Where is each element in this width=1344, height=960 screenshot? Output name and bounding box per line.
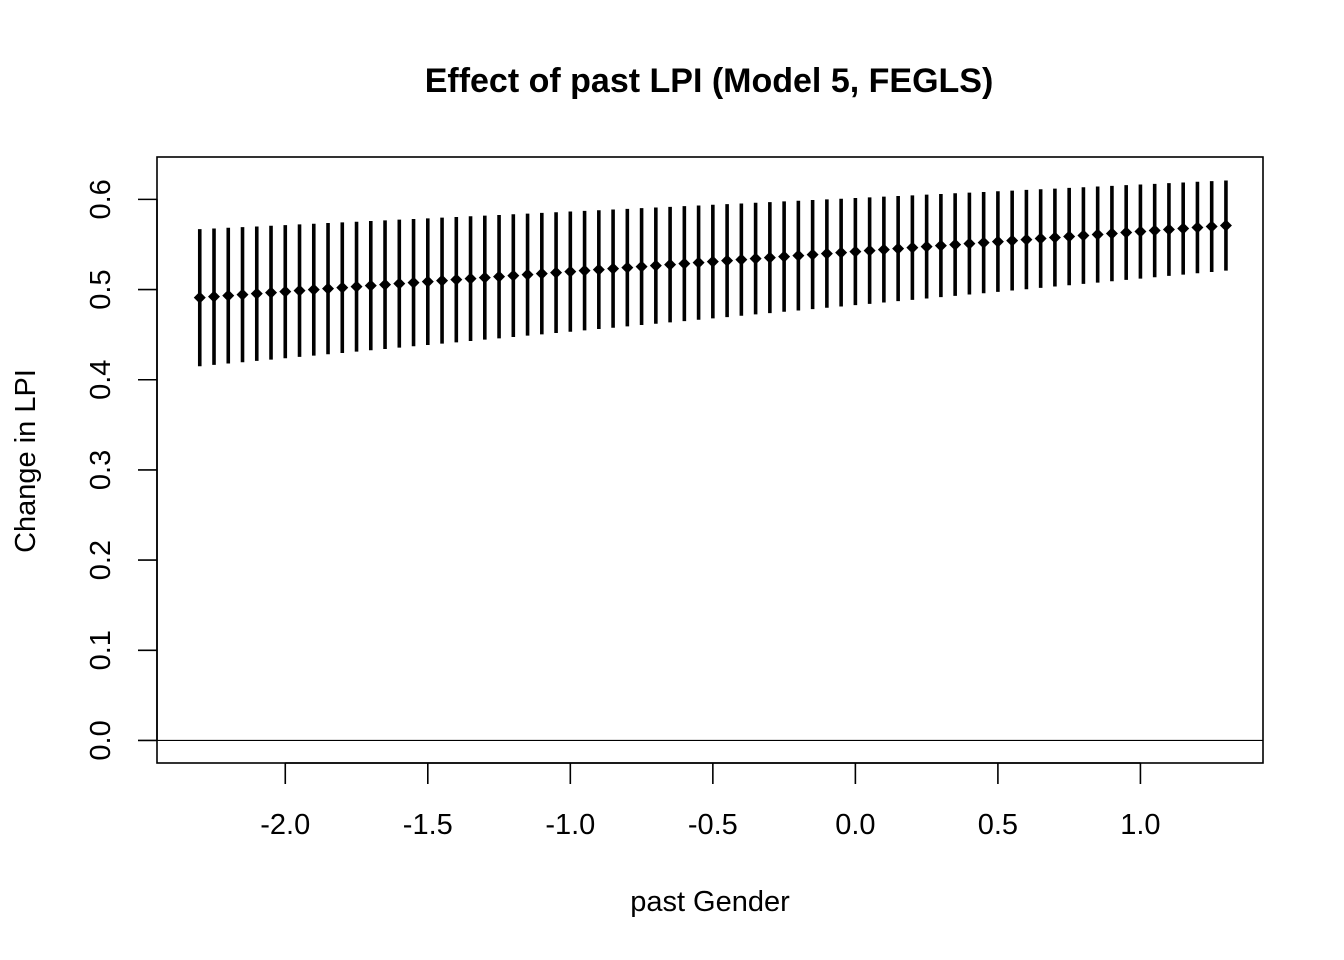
point-marker (535, 267, 548, 280)
point-marker (1048, 231, 1061, 244)
y-tick-label: 0.6 (85, 179, 117, 219)
point-marker (1091, 228, 1104, 241)
point-marker (649, 259, 662, 272)
point-marker (692, 256, 705, 269)
point-marker (521, 268, 534, 281)
y-tick-label: 0.0 (85, 720, 117, 760)
x-tick-label: -0.5 (688, 809, 738, 841)
point-marker (1205, 220, 1218, 233)
point-marker (1148, 224, 1161, 237)
point-marker (1191, 221, 1204, 234)
point-marker (706, 255, 719, 268)
point-marker (735, 253, 748, 266)
x-tick-label: -2.0 (260, 809, 310, 841)
point-marker (336, 281, 349, 294)
point-marker (592, 263, 605, 276)
point-marker (236, 288, 249, 301)
point-marker (721, 254, 734, 267)
point-marker (1034, 232, 1047, 245)
point-marker (863, 244, 876, 257)
point-marker (635, 260, 648, 273)
point-marker (208, 290, 221, 303)
point-marker (621, 261, 634, 274)
point-marker (293, 284, 306, 297)
y-tick-label: 0.5 (85, 269, 117, 309)
point-marker (507, 269, 520, 282)
point-marker (550, 266, 563, 279)
point-marker (877, 243, 890, 256)
y-axis-label: Change in LPI (10, 369, 42, 553)
point-marker (450, 273, 463, 286)
point-marker (393, 277, 406, 290)
point-marker (664, 258, 677, 271)
point-marker (749, 252, 762, 265)
point-marker (265, 286, 278, 299)
point-marker (193, 291, 206, 304)
point-marker (906, 241, 919, 254)
point-marker (578, 264, 591, 277)
point-marker (835, 246, 848, 259)
x-tick-label: -1.0 (545, 809, 595, 841)
point-marker (792, 249, 805, 262)
point-marker (977, 236, 990, 249)
y-tick-label: 0.4 (85, 360, 117, 400)
y-tick-label: 0.3 (85, 450, 117, 490)
point-marker (1006, 234, 1019, 247)
point-marker (934, 239, 947, 252)
point-marker (1063, 230, 1076, 243)
point-marker (307, 283, 320, 296)
point-marker (1077, 229, 1090, 242)
point-marker (464, 272, 477, 285)
x-tick-label: 1.0 (1120, 809, 1160, 841)
point-marker (1120, 226, 1133, 239)
point-marker (222, 289, 235, 302)
y-axis: 0.0 0.1 0.2 0.3 0.4 0.5 0.6 (85, 179, 158, 761)
point-marker (478, 271, 491, 284)
point-marker (991, 235, 1004, 248)
point-marker (849, 245, 862, 258)
point-marker (607, 262, 620, 275)
point-estimates (193, 219, 1232, 304)
point-marker (350, 280, 363, 293)
x-tick-label: 0.0 (835, 809, 875, 841)
y-tick-label: 0.2 (85, 540, 117, 580)
point-marker (379, 278, 392, 291)
point-marker (920, 240, 933, 253)
point-marker (949, 238, 962, 251)
point-marker (279, 285, 292, 298)
point-marker (778, 250, 791, 263)
point-marker (364, 279, 377, 292)
x-axis: -2.0 -1.5 -1.0 -0.5 0.0 0.5 1.0 (260, 762, 1161, 841)
point-marker (892, 242, 905, 255)
point-marker (1162, 223, 1175, 236)
x-tick-label: 0.5 (978, 809, 1018, 841)
point-marker (1134, 225, 1147, 238)
x-axis-label: past Gender (630, 886, 790, 918)
error-bars (197, 180, 1228, 367)
point-marker (820, 247, 833, 260)
point-marker (763, 251, 776, 264)
point-marker (250, 287, 263, 300)
chart-title: Effect of past LPI (Model 5, FEGLS) (425, 62, 994, 100)
point-marker (564, 265, 577, 278)
y-tick-label: 0.1 (85, 630, 117, 670)
point-marker (436, 274, 449, 287)
point-marker (421, 275, 434, 288)
point-marker (1219, 219, 1232, 232)
point-marker (678, 257, 691, 270)
point-marker (1105, 227, 1118, 240)
x-tick-label: -1.5 (403, 809, 453, 841)
point-marker (322, 282, 335, 295)
point-marker (1177, 222, 1190, 235)
point-marker (963, 237, 976, 250)
point-marker (806, 248, 819, 261)
point-marker (493, 270, 506, 283)
point-marker (407, 276, 420, 289)
point-marker (1020, 233, 1033, 246)
